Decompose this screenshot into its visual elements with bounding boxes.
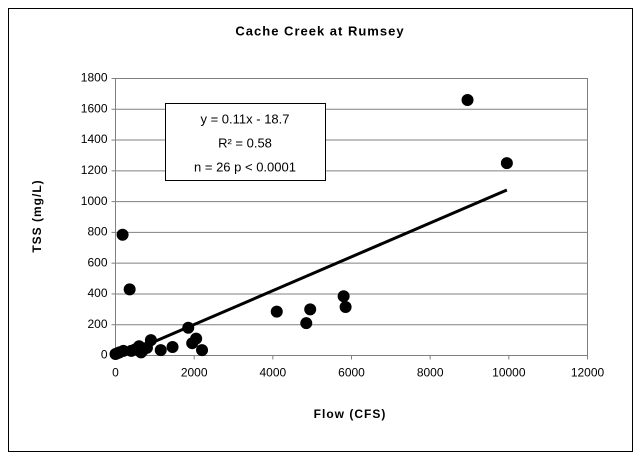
point [154,344,167,357]
trendline [114,188,508,360]
point [144,334,157,347]
point [116,228,129,241]
point [182,321,195,334]
y-tick-label: 1600 [81,101,108,115]
y-tick-label: 1000 [81,194,108,208]
annotation-box [165,103,326,181]
y-tick-label: 1800 [81,71,108,85]
x-tick-label: 6000 [338,366,365,380]
y-tick-label: 1200 [81,163,108,177]
equation: y = 0.11x - 18.7 [200,111,289,126]
r-squared: R² = 0.58 [218,135,272,150]
point [196,344,209,357]
x-tick-label: 2000 [181,366,208,380]
point [337,290,350,303]
x-tick-label: 0 [112,366,119,380]
y-tick-label: 200 [87,317,107,331]
y-tick-label: 400 [87,286,107,300]
x-tick-label: 12000 [571,366,605,380]
y-tick-label: 1400 [81,132,108,146]
x-tick-label: 4000 [259,366,286,380]
sample-stats: n = 26 p < 0.0001 [194,159,296,174]
y-axis-title: TSS (mg/L) [30,179,44,252]
point [166,341,179,354]
x-axis-title: Flow (CFS) [314,407,387,421]
point [190,332,203,345]
chart-title: Cache Creek at Rumsey [235,23,404,38]
y-tick-label: 600 [87,255,107,269]
point [339,301,352,314]
x-tick-label: 10000 [492,366,526,380]
point [300,317,313,330]
point [500,157,513,170]
y-tick-label: 0 [101,348,108,362]
y-tick-label: 800 [87,225,107,239]
point [304,303,317,316]
point [461,94,474,107]
point [270,305,283,318]
point [123,283,136,296]
x-tick-label: 8000 [417,366,444,380]
